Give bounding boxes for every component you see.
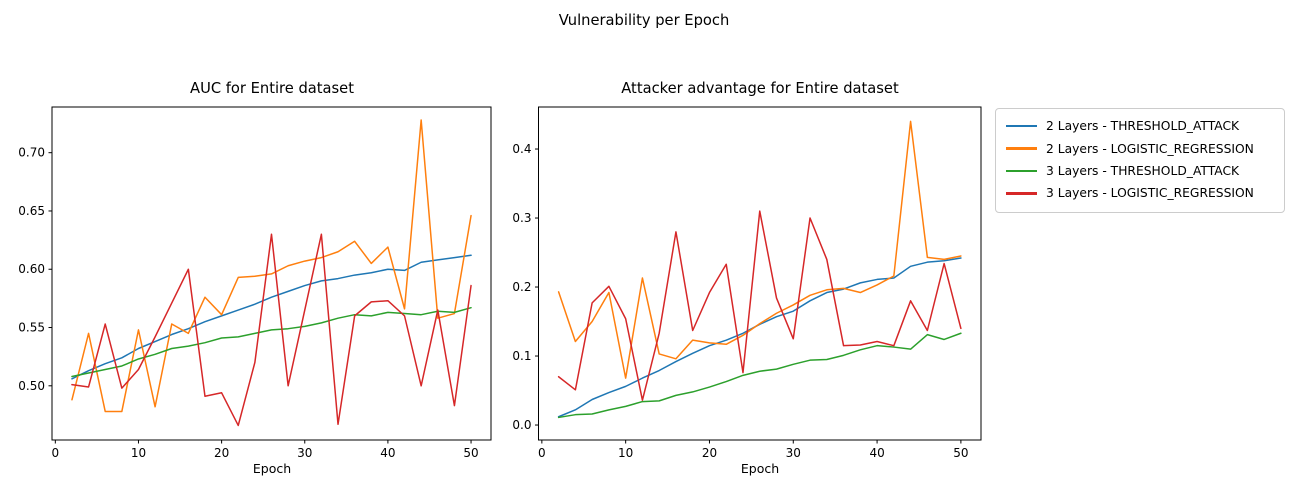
legend-item: 3 Layers - LOGISTIC_REGRESSION (996, 182, 1284, 204)
advantage-chart-ytick-label: 0.2 (512, 280, 531, 294)
advantage-chart-ytick-label: 0.3 (512, 211, 531, 225)
advantage-chart-series-2-layers-threshold-attack (557, 257, 962, 418)
auc-chart-title: AUC for Entire dataset (190, 80, 354, 97)
legend-item-label: 3 Layers - THRESHOLD_ATTACK (1046, 163, 1240, 178)
auc-chart-xtick-label: 30 (297, 446, 312, 460)
advantage-chart-axes-frame (538, 106, 982, 441)
legend-item-label: 2 Layers - THRESHOLD_ATTACK (1046, 119, 1240, 134)
auc-chart-axes-frame (51, 106, 492, 441)
legend-item-label: 3 Layers - LOGISTIC_REGRESSION (1046, 186, 1254, 201)
auc-chart-ytick-label: 0.55 (18, 321, 45, 335)
auc-chart-xtick-label: 10 (131, 446, 146, 460)
auc-chart-series-2-layers-logistic-regression (71, 119, 472, 413)
legend-line-swatch (1006, 169, 1037, 173)
auc-chart-series-2-layers-threshold-attack (71, 254, 472, 380)
auc-chart-series-3-layers-threshold-attack (71, 306, 472, 378)
advantage-chart-xtick-label: 30 (786, 446, 801, 460)
legend-line-swatch (1006, 147, 1037, 150)
advantage-chart-xtick-label: 50 (953, 446, 968, 460)
legend: 2 Layers - THRESHOLD_ATTACK 2 Layers - L… (995, 108, 1285, 213)
auc-chart-ytick-label: 0.65 (18, 204, 45, 218)
advantage-chart-title: Attacker advantage for Entire dataset (621, 80, 899, 97)
auc-chart-ytick-label: 0.50 (18, 379, 45, 393)
advantage-chart-ytick-label: 0.4 (512, 142, 531, 156)
auc-chart-xtick-label: 20 (214, 446, 229, 460)
auc-chart-xtick-label: 0 (52, 446, 60, 460)
advantage-chart-ytick-label: 0.1 (512, 349, 531, 363)
advantage-chart-xtick-label: 20 (702, 446, 717, 460)
advantage-chart-xtick-label: 0 (538, 446, 546, 460)
advantage-chart-xtick-label: 10 (618, 446, 633, 460)
advantage-chart-series-3-layers-logistic-regression (557, 210, 962, 401)
advantage-chart-series-2-layers-logistic-regression (557, 120, 962, 379)
auc-chart-xlabel: Epoch (252, 461, 292, 476)
auc-chart-plot: 0 10 20 30 40 50 0.50 0.55 0.60 0.65 0.70 (18, 106, 492, 460)
legend-item-label: 2 Layers - LOGISTIC_REGRESSION (1046, 141, 1254, 156)
figure-title: Vulnerability per Epoch (558, 12, 730, 29)
auc-chart-xtick-label: 40 (380, 446, 395, 460)
auc-chart-xtick-label: 50 (463, 446, 478, 460)
auc-chart-ytick-label: 0.60 (18, 262, 45, 276)
legend-item: 3 Layers - THRESHOLD_ATTACK (996, 160, 1284, 182)
legend-item: 2 Layers - LOGISTIC_REGRESSION (996, 137, 1284, 159)
advantage-chart-xtick-label: 40 (869, 446, 884, 460)
legend-line-swatch (1006, 192, 1037, 195)
advantage-chart-ytick-label: 0.0 (512, 418, 531, 432)
advantage-chart-plot: 0 10 20 30 40 50 0.0 0.1 0.2 0.3 0.4 (512, 106, 982, 460)
legend-item: 2 Layers - THRESHOLD_ATTACK (996, 115, 1284, 137)
auc-chart-ytick-label: 0.70 (18, 146, 45, 160)
legend-line-swatch (1006, 124, 1037, 128)
advantage-chart-series-3-layers-threshold-attack (557, 332, 962, 419)
auc-chart-series-3-layers-logistic-regression (71, 233, 472, 427)
advantage-chart-xlabel: Epoch (740, 461, 780, 476)
